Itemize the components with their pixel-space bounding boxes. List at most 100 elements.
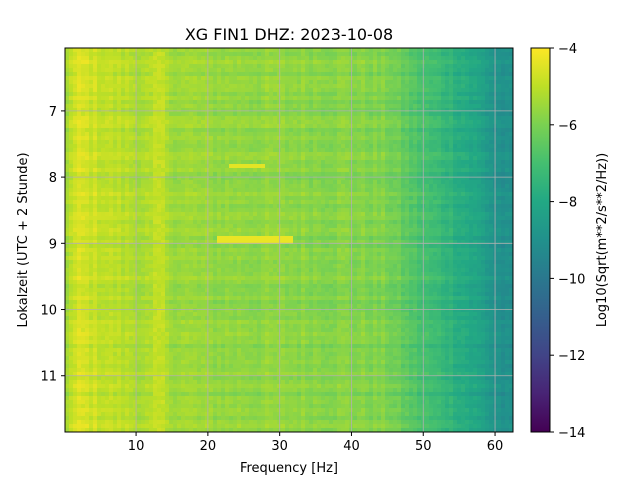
heatmap-cell — [273, 120, 278, 125]
heatmap-cell — [449, 64, 454, 69]
heatmap-cell — [149, 168, 154, 173]
heatmap-cell — [409, 84, 414, 89]
heatmap-cell — [377, 188, 382, 193]
heatmap-cell — [173, 220, 178, 225]
heatmap-cell — [417, 212, 422, 217]
heatmap-cell — [353, 108, 358, 113]
heatmap-cell — [433, 60, 438, 65]
heatmap-cell — [93, 64, 98, 69]
heatmap-cell — [161, 216, 166, 221]
heatmap-cell — [69, 124, 74, 129]
heatmap-cell — [293, 184, 298, 189]
heatmap-cell — [81, 196, 86, 201]
heatmap-cell — [173, 196, 178, 201]
heatmap-cell — [65, 148, 70, 153]
heatmap-cell — [177, 116, 182, 121]
heatmap-cell — [485, 116, 490, 121]
heatmap-cell — [501, 180, 506, 185]
heatmap-cell — [417, 144, 422, 149]
heatmap-cell — [269, 188, 274, 193]
heatmap-cell — [413, 136, 418, 141]
heatmap-cell — [169, 224, 174, 229]
heatmap-cell — [101, 124, 106, 129]
heatmap-cell — [369, 192, 374, 197]
heatmap-cell — [177, 224, 182, 229]
heatmap-cell — [485, 80, 490, 85]
heatmap-cell — [301, 224, 306, 229]
heatmap-cell — [257, 64, 262, 69]
heatmap-cell — [157, 176, 162, 181]
heatmap-cell — [177, 200, 182, 205]
heatmap-cell — [249, 60, 254, 65]
heatmap-cell — [497, 144, 502, 149]
heatmap-cell — [489, 176, 494, 181]
heatmap-cell — [129, 84, 134, 89]
heatmap-cell — [269, 96, 274, 101]
heatmap-cell — [337, 96, 342, 101]
heatmap-cell — [81, 64, 86, 69]
heatmap-cell — [261, 64, 266, 69]
heatmap-cell — [445, 132, 450, 137]
heatmap-cell — [129, 56, 134, 61]
heatmap-cell — [137, 88, 142, 93]
heatmap-cell — [469, 140, 474, 145]
heatmap-cell — [109, 116, 114, 121]
heatmap-cell — [265, 96, 270, 101]
heatmap-cell — [169, 180, 174, 185]
heatmap-cell — [409, 136, 414, 141]
heatmap-cell — [205, 80, 210, 85]
heatmap-cell — [257, 208, 262, 213]
heatmap-cell — [453, 208, 458, 213]
heatmap-cell — [157, 200, 162, 205]
heatmap-cell — [153, 196, 158, 201]
heatmap-cell — [221, 108, 226, 113]
heatmap-cell — [213, 108, 218, 113]
heatmap-cell — [465, 88, 470, 93]
heatmap-cell — [317, 148, 322, 153]
heatmap-cell — [189, 216, 194, 221]
heatmap-cell — [417, 76, 422, 81]
heatmap-cell — [265, 64, 270, 69]
heatmap-cell — [477, 152, 482, 157]
heatmap-cell — [273, 52, 278, 57]
heatmap-cell — [125, 208, 130, 213]
heatmap-cell — [365, 52, 370, 57]
heatmap-cell — [129, 80, 134, 85]
heatmap-cell — [273, 124, 278, 129]
heatmap-cell — [221, 88, 226, 93]
heatmap-cell — [141, 80, 146, 85]
heatmap-cell — [125, 104, 130, 109]
heatmap-cell — [481, 212, 486, 217]
heatmap-cell — [69, 180, 74, 185]
heatmap-cell — [273, 204, 278, 209]
heatmap-cell — [277, 148, 282, 153]
heatmap-cell — [345, 48, 350, 53]
heatmap-cell — [225, 136, 230, 141]
heatmap-cell — [437, 124, 442, 129]
heatmap-cell — [397, 120, 402, 125]
heatmap-cell — [73, 108, 78, 113]
heatmap-cell — [225, 204, 230, 209]
heatmap-cell — [373, 84, 378, 89]
heatmap-cell — [457, 212, 462, 217]
heatmap-cell — [137, 116, 142, 121]
heatmap-cell — [209, 104, 214, 109]
heatmap-cell — [341, 184, 346, 189]
heatmap-cell — [141, 148, 146, 153]
heatmap-cell — [401, 52, 406, 57]
heatmap-cell — [133, 152, 138, 157]
heatmap-cell — [489, 220, 494, 225]
heatmap-cell — [273, 156, 278, 161]
heatmap-cell — [101, 72, 106, 77]
heatmap-cell — [161, 120, 166, 125]
heatmap-cell — [117, 196, 122, 201]
heatmap-cell — [397, 144, 402, 149]
heatmap-cell — [93, 100, 98, 105]
heatmap-cell — [129, 164, 134, 169]
heatmap-cell — [425, 136, 430, 141]
heatmap-cell — [393, 196, 398, 201]
heatmap-cell — [497, 136, 502, 141]
heatmap-cell — [281, 48, 286, 53]
heatmap-cell — [469, 196, 474, 201]
heatmap-cell — [297, 80, 302, 85]
